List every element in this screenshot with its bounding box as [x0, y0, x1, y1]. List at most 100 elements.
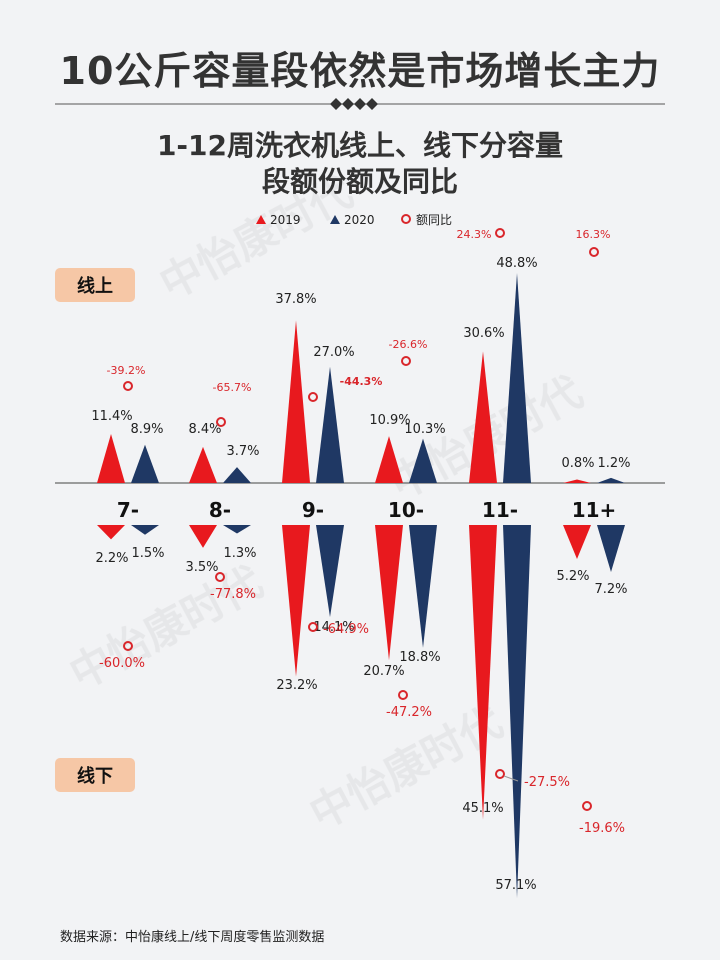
label-online-2020-8-: 3.7% [226, 444, 259, 459]
chart-title: 10公斤容量段依然是市场增长主力 [59, 49, 661, 93]
label-offline-2019-8-: 3.5% [185, 560, 218, 575]
yoy-online-label-8-: -65.7% [213, 381, 252, 394]
title-divider [55, 98, 665, 110]
yoy-online-marker-9- [308, 392, 318, 402]
category-label-10-: 10- [388, 498, 424, 522]
tag-offline: 线下 [55, 758, 135, 792]
chart-subtitle-line1: 1-12周洗衣机线上、线下分容量 [156, 129, 564, 162]
yoy-offline-marker-11plus [582, 801, 592, 811]
offline-value-labels: 2.2% 1.5% 3.5% 1.3% 23.2% 14.1% 20.7% 18… [95, 546, 627, 893]
yoy-online-label-7-: -39.2% [107, 364, 146, 377]
bar-offline-2019-8- [189, 525, 217, 548]
category-label-7-: 7- [117, 498, 139, 522]
label-online-2020-9-: 27.0% [313, 345, 354, 360]
yoy-online-label-11-: 24.3% [457, 228, 492, 241]
label-online-2019-8-: 8.4% [188, 422, 221, 437]
yoy-offline-marker-10- [398, 690, 408, 700]
yoy-online-marker-7- [123, 381, 133, 391]
label-online-2020-11-: 48.8% [496, 256, 537, 271]
bar-online-2019-9- [282, 320, 310, 483]
watermark-text: 中怡康时代 [152, 167, 360, 309]
bar-offline-2020-10- [409, 525, 437, 648]
bar-online-2020-10- [409, 438, 437, 483]
label-offline-2019-10-: 20.7% [363, 664, 404, 679]
bar-online-2019-7- [97, 433, 125, 483]
bar-online-2020-11plus [597, 477, 625, 483]
watermark-text: 中怡康时代 [62, 557, 270, 699]
label-online-2019-9-: 37.8% [275, 292, 316, 307]
yoy-online-marker-8- [216, 417, 226, 427]
yoy-offline-label-9-: -64.9% [323, 622, 369, 637]
label-online-2019-11plus: 0.8% [561, 456, 594, 471]
yoy-markers [123, 228, 599, 811]
yoy-offline-marker-9- [308, 622, 318, 632]
data-source-note: 数据来源：中怡康线上/线下周度零售监测数据 [60, 930, 325, 945]
bar-offline-2019-7- [97, 525, 125, 540]
bar-online-2019-8- [189, 446, 217, 483]
label-offline-2020-8-: 1.3% [223, 546, 256, 561]
yoy-offline-label-11-: -27.5% [524, 775, 570, 790]
label-offline-2019-11plus: 5.2% [556, 569, 589, 584]
category-label-11plus: 11+ [572, 498, 617, 522]
yoy-offline-label-8-: -77.8% [210, 587, 256, 602]
bar-offline-2019-9- [282, 525, 310, 677]
legend-2019-label: 2019 [270, 213, 301, 227]
tag-online-label: 线上 [77, 275, 113, 297]
tag-offline-label: 线下 [77, 765, 113, 787]
label-online-2020-10-: 10.3% [404, 422, 445, 437]
bar-offline-2019-11plus [563, 525, 591, 559]
yoy-online-label-11plus: 16.3% [576, 228, 611, 241]
legend-yoy-marker [401, 214, 411, 224]
label-offline-2020-11-: 57.1% [495, 878, 536, 893]
yoy-online-marker-10- [401, 356, 411, 366]
label-offline-2019-7-: 2.2% [95, 551, 128, 566]
yoy-labels: -39.2% -65.7% -44.3% -26.6% 24.3% 16.3% … [99, 228, 625, 836]
bar-offline-2019-11- [469, 525, 497, 820]
label-online-2019-10-: 10.9% [369, 413, 410, 428]
label-online-2019-7-: 11.4% [91, 409, 132, 424]
bars-group [97, 273, 625, 898]
diamond-icon [330, 98, 378, 110]
yoy-online-label-10-: -26.6% [389, 338, 428, 351]
bar-online-2020-9- [316, 366, 344, 483]
bar-online-2020-7- [131, 444, 159, 483]
legend-2020-marker [330, 215, 340, 224]
bar-offline-2020-8- [223, 525, 251, 534]
label-offline-2020-11plus: 7.2% [594, 582, 627, 597]
bar-offline-2020-11plus [597, 525, 625, 573]
yoy-offline-label-11plus: -19.6% [579, 821, 625, 836]
bar-online-2019-11- [469, 351, 497, 483]
yoy-online-label-9-: -44.3% [340, 375, 383, 388]
tag-online: 线上 [55, 268, 135, 302]
bar-offline-2020-7- [131, 525, 159, 535]
label-offline-2020-9-: 14.1% [313, 620, 354, 635]
category-label-9-: 9- [302, 498, 324, 522]
category-label-8-: 8- [209, 498, 231, 522]
label-offline-2020-10-: 18.8% [399, 650, 440, 665]
label-online-2019-11-: 30.6% [463, 326, 504, 341]
yoy-offline-marker-11- [495, 769, 505, 779]
yoy-offline-label-10-: -47.2% [386, 705, 432, 720]
bar-online-2020-11- [503, 273, 531, 483]
legend-2019-marker [256, 215, 266, 224]
category-labels: 7- 8- 9- 10- 11- 11+ [117, 498, 616, 522]
label-offline-2019-11-: 45.1% [462, 801, 503, 816]
bar-online-2019-11plus [563, 479, 591, 483]
label-online-2020-7-: 8.9% [130, 422, 163, 437]
category-label-11-: 11- [482, 498, 518, 522]
bar-offline-2019-10- [375, 525, 403, 661]
yoy-leader-line [503, 775, 519, 782]
bar-offline-2020-11- [503, 525, 531, 898]
chart-subtitle-line2: 段额份额及同比 [261, 165, 458, 198]
yoy-online-marker-11plus [589, 247, 599, 257]
yoy-online-marker-11- [495, 228, 505, 238]
label-offline-2019-9-: 23.2% [276, 678, 317, 693]
bar-offline-2020-9- [316, 525, 344, 618]
yoy-offline-label-7-: -60.0% [99, 656, 145, 671]
bar-online-2019-10- [375, 436, 403, 483]
online-value-labels: 11.4% 8.9% 8.4% 3.7% 37.8% 27.0% 10.9% 1… [91, 256, 630, 471]
legend-2020-label: 2020 [344, 213, 375, 227]
bar-online-2020-8- [223, 467, 251, 483]
legend: 2019 2020 额同比 [256, 213, 452, 227]
